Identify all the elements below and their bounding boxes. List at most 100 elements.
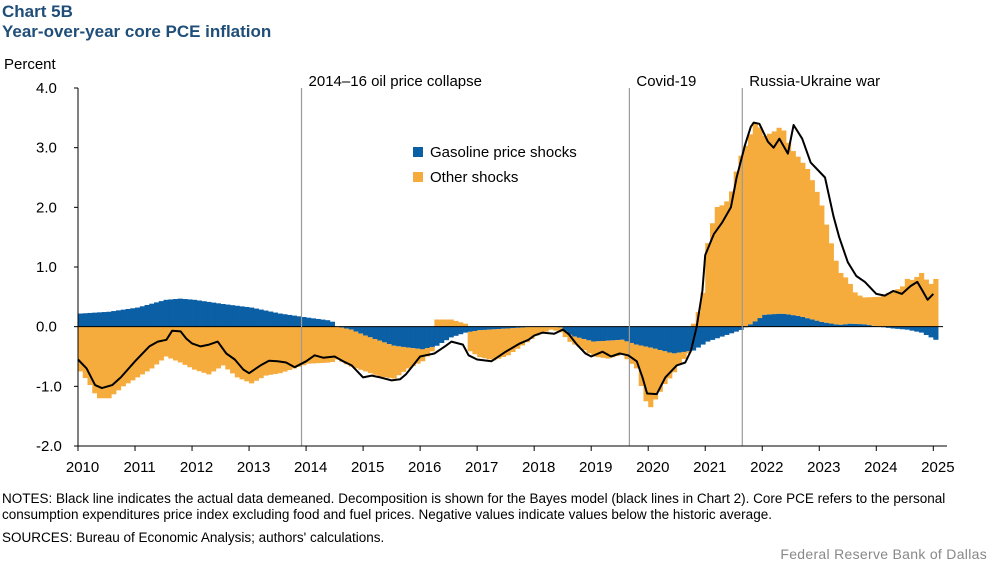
other-shock-bar xyxy=(277,326,283,374)
gasoline-shock-bar xyxy=(795,315,801,327)
gasoline-shock-bar xyxy=(762,314,768,327)
gasoline-shock-bar xyxy=(724,326,730,335)
gasoline-shock-bar xyxy=(386,326,393,345)
other-shock-bar xyxy=(762,135,768,315)
gasoline-shock-bar xyxy=(106,311,112,327)
gasoline-shock-bar xyxy=(562,326,568,332)
gasoline-shock-bar xyxy=(135,307,141,327)
x-tick-label: 2013 xyxy=(237,459,270,476)
gasoline-shock-bar xyxy=(177,298,183,327)
x-tick-label: 2012 xyxy=(180,459,213,476)
chart-plot-area: 2014–16 oil price collapse Covid-19 Russia… xyxy=(36,73,955,476)
gasoline-shock-bar xyxy=(344,326,350,329)
other-shock-bar xyxy=(111,326,117,395)
gasoline-shock-bar xyxy=(814,320,820,327)
other-shock-bar xyxy=(410,348,416,367)
other-shock-bar xyxy=(852,292,858,324)
gasoline-shock-bar xyxy=(619,326,625,340)
other-shock-bar xyxy=(348,329,354,367)
gasoline-shock-bar xyxy=(211,302,217,327)
gasoline-shock-bar xyxy=(249,307,255,327)
gasoline-shock-bar xyxy=(700,326,706,345)
other-shock-bar xyxy=(757,127,763,319)
gasoline-shock-bar xyxy=(885,326,891,328)
gasoline-shock-bar xyxy=(852,323,858,327)
gasoline-shock-bar xyxy=(914,326,920,332)
other-shock-bar xyxy=(538,326,545,334)
gasoline-shock-bar xyxy=(624,326,630,342)
other-shock-bar xyxy=(491,329,497,361)
other-shock-bar xyxy=(800,162,806,317)
gasoline-shock-bar xyxy=(847,323,853,327)
other-shock-bar xyxy=(163,326,169,357)
other-shock-bar xyxy=(809,180,815,320)
gasoline-shock-bar xyxy=(667,326,673,353)
other-shock-bar xyxy=(87,326,93,386)
gasoline-shock-bar xyxy=(434,326,440,346)
gasoline-shock-bar xyxy=(500,326,507,329)
gasoline-shock-bar xyxy=(800,316,806,327)
other-shock-bar xyxy=(215,326,221,369)
other-shock-bar xyxy=(320,326,326,363)
gasoline-shock-bar xyxy=(648,326,654,348)
gasoline-shock-bar xyxy=(239,306,245,327)
other-shock-bar xyxy=(462,323,469,327)
x-tick-label: 2020 xyxy=(636,459,669,476)
gasoline-shock-bar xyxy=(448,326,454,338)
other-shock-bar xyxy=(700,292,706,327)
other-shock-bar xyxy=(258,326,264,379)
gasoline-shock-bar xyxy=(310,318,316,327)
other-shock-bar xyxy=(367,337,374,374)
gasoline-shock-bar xyxy=(909,326,915,331)
other-shock-bar xyxy=(139,326,145,375)
other-shock-bar xyxy=(329,326,335,362)
other-shock-bar xyxy=(747,134,754,325)
other-shock-bar xyxy=(158,326,164,361)
other-shock-bar xyxy=(458,322,464,327)
other-shock-bar xyxy=(705,243,711,327)
x-tick-label: 2021 xyxy=(693,459,726,476)
other-shock-bar xyxy=(306,326,312,364)
gasoline-shock-bar xyxy=(757,318,763,327)
gasoline-shock-bar xyxy=(819,321,825,327)
gasoline-shock-bar xyxy=(287,314,293,327)
gasoline-shock-bar xyxy=(263,310,269,327)
other-shock-bar xyxy=(676,352,682,365)
gasoline-shock-bar xyxy=(215,303,221,327)
other-shock-bar xyxy=(776,127,782,314)
other-shock-bar xyxy=(671,353,678,373)
other-shock-bar xyxy=(752,123,758,322)
other-shock-bar xyxy=(382,342,388,378)
gasoline-shock-bar xyxy=(325,320,331,327)
other-shock-bar xyxy=(686,351,692,354)
gasoline-shock-bar xyxy=(786,314,792,327)
other-shock-bar xyxy=(591,341,597,357)
gasoline-shock-bar xyxy=(168,299,174,327)
other-shock-bar xyxy=(904,278,910,327)
other-shock-bar xyxy=(187,326,193,368)
other-shock-bar xyxy=(296,326,302,367)
gasoline-shock-bar xyxy=(320,319,326,327)
other-shock-bar xyxy=(386,344,393,378)
gasoline-shock-bar xyxy=(116,310,122,327)
other-shock-bar xyxy=(885,292,891,327)
gasoline-shock-bar xyxy=(824,322,830,327)
other-shock-bar xyxy=(391,345,397,379)
other-shock-bar xyxy=(439,319,445,327)
other-shock-bar xyxy=(363,335,369,372)
gasoline-shock-bar xyxy=(296,316,302,327)
gasoline-shock-bar xyxy=(581,326,587,340)
gasoline-shock-bar xyxy=(329,321,335,327)
gasoline-shock-bar xyxy=(895,326,901,329)
other-shock-bar xyxy=(814,191,820,321)
other-shock-bar xyxy=(519,327,526,346)
x-tick-label: 2017 xyxy=(465,459,498,476)
gasoline-shock-bar xyxy=(377,326,383,341)
gasoline-shock-bar xyxy=(843,324,849,327)
gasoline-shock-bar xyxy=(424,326,431,349)
other-shock-bar xyxy=(201,326,207,373)
other-shock-bar xyxy=(909,279,915,327)
legend: Gasoline price shocks Other shocks xyxy=(413,144,577,186)
gasoline-shock-bar xyxy=(144,304,150,327)
other-shock-bar xyxy=(914,276,920,327)
